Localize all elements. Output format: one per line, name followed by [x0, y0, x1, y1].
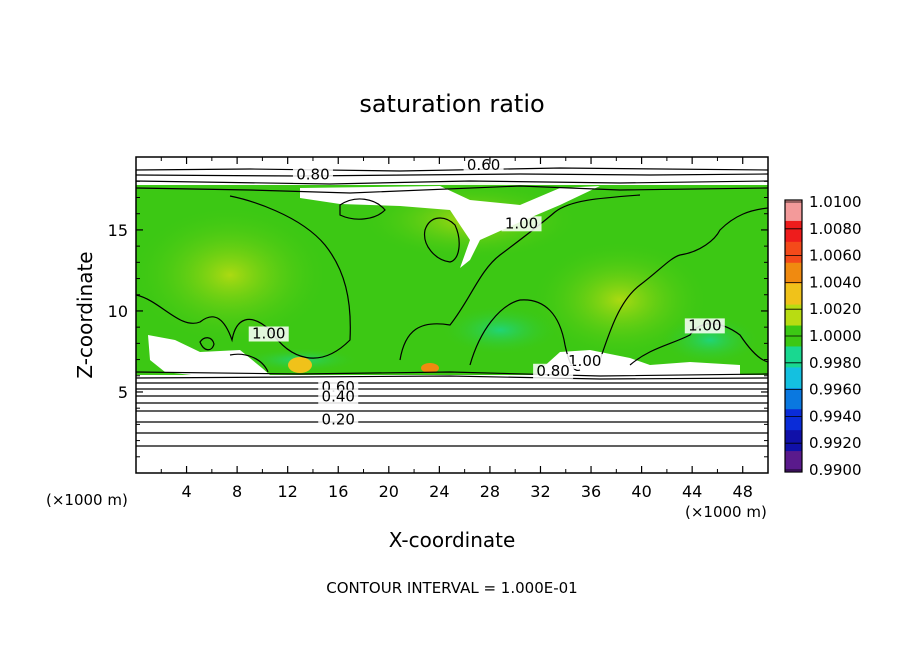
y-tick-label: 5: [118, 383, 128, 402]
x-tick-label: 12: [278, 482, 298, 501]
x-tick-label: 4: [181, 482, 191, 501]
x-tick-label: 40: [631, 482, 651, 501]
contour-label-bg: [684, 318, 725, 334]
contour-line: [136, 167, 768, 172]
saturation-field: [136, 157, 768, 473]
field-lower-band: [136, 375, 768, 473]
contour-label-bg: [501, 216, 542, 232]
x-tick-label: 8: [232, 482, 242, 501]
field-warm-spot: [288, 357, 312, 373]
contour-label-bg: [533, 363, 574, 379]
field-highlight: [136, 205, 330, 345]
colorbar-swatch: [785, 241, 802, 264]
x-unit-left: (×1000 m): [46, 491, 128, 509]
contour-line: [229, 353, 269, 373]
colorbar-swatch: [785, 367, 802, 389]
contour-label: 1.00: [568, 352, 601, 370]
contour-label: 0.60: [467, 156, 500, 174]
colorbar-swatch: [785, 283, 802, 306]
y-axis-label: Z-coordinate: [73, 251, 97, 378]
contour-label-bg: [248, 326, 289, 342]
colorbar-swatch: [785, 200, 802, 222]
x-tick-label: 16: [328, 482, 348, 501]
plot-frame: [135, 156, 769, 474]
colorbar-label: 1.0040: [809, 273, 862, 291]
colorbar-label: 0.9960: [809, 381, 862, 399]
x-tick-label: 48: [733, 482, 753, 501]
colorbar-label: 1.0020: [809, 300, 862, 318]
x-unit-right: (×1000 m): [685, 503, 767, 521]
colorbar-swatch: [785, 409, 802, 431]
y-tick-label: 10: [108, 302, 128, 321]
colorbar-label: 0.9900: [809, 461, 862, 479]
x-tick-label: 28: [480, 482, 500, 501]
colorbar-label: 1.0100: [809, 193, 862, 211]
colorbar-label: 0.9940: [809, 407, 862, 425]
colorbar-label: 1.0000: [809, 327, 862, 345]
contour-line: [136, 195, 351, 359]
contour-line: [339, 198, 386, 220]
contour-label: 0.80: [536, 362, 569, 380]
contour-label-bg: [292, 167, 333, 183]
contour-line: [136, 180, 768, 185]
x-tick-label: 32: [530, 482, 550, 501]
contour-label: 1.00: [505, 214, 538, 232]
x-tick-label: 24: [429, 482, 449, 501]
colorbar-swatch: [785, 346, 802, 368]
contour-label: 0.80: [296, 166, 329, 184]
contour-label-bg: [318, 412, 359, 428]
field-gap: [148, 335, 270, 376]
colorbar-swatch: [785, 430, 802, 452]
colorbar-swatch: [785, 304, 802, 327]
colorbar-label: 1.0080: [809, 220, 862, 238]
contour-interval-note: CONTOUR INTERVAL = 1.000E-01: [326, 579, 577, 597]
contour-label: 0.40: [322, 388, 355, 406]
y-tick-label: 15: [108, 221, 128, 240]
contour-line: [199, 337, 215, 351]
contour-line: [136, 185, 768, 194]
contour-line: [136, 173, 768, 177]
colorbar-swatch: [785, 388, 802, 410]
colorbar-swatch: [785, 451, 802, 473]
contour-label: 0.20: [322, 410, 355, 428]
colorbar: 1.0100 1.0080 1.0060 1.0040 1.0020 1.0000 0.99…: [784, 193, 862, 479]
contour-line: [136, 375, 768, 380]
y-axis: 5 10 15: [108, 180, 768, 458]
x-tick-label: 36: [581, 482, 601, 501]
contour-label-bg: [564, 354, 605, 370]
field-warm-spot: [421, 363, 439, 373]
x-tick-label: 20: [379, 482, 399, 501]
chart-title: saturation ratio: [359, 90, 544, 118]
x-tick-label: 44: [682, 482, 702, 501]
contour-line: [423, 217, 460, 263]
contour-lines: [136, 167, 768, 447]
contour-label-bg: [463, 157, 504, 173]
contour-label: 1.00: [252, 324, 285, 342]
contour-line: [136, 371, 768, 377]
x-axis-label: X-coordinate: [389, 528, 516, 552]
colorbar-swatch: [785, 220, 802, 243]
x-axis: 4 8 12 16 20 24 28 32 36 40 44 48: [160, 157, 753, 501]
field-gap: [300, 186, 600, 268]
contour-label-bg: [318, 389, 359, 405]
contour-line: [399, 194, 641, 361]
contour-line: [599, 207, 768, 361]
field-dry-patch: [440, 305, 560, 355]
contour-labels: 0.600.801.001.00 1.001.000.800.600.400.20: [248, 156, 725, 428]
colorbar-swatch: [785, 262, 802, 285]
colorbar-label: 1.0060: [809, 247, 862, 265]
contour-label: 1.00: [688, 316, 721, 334]
colorbar-label: 0.9980: [809, 354, 862, 372]
colorbar-label: 0.9920: [809, 434, 862, 452]
